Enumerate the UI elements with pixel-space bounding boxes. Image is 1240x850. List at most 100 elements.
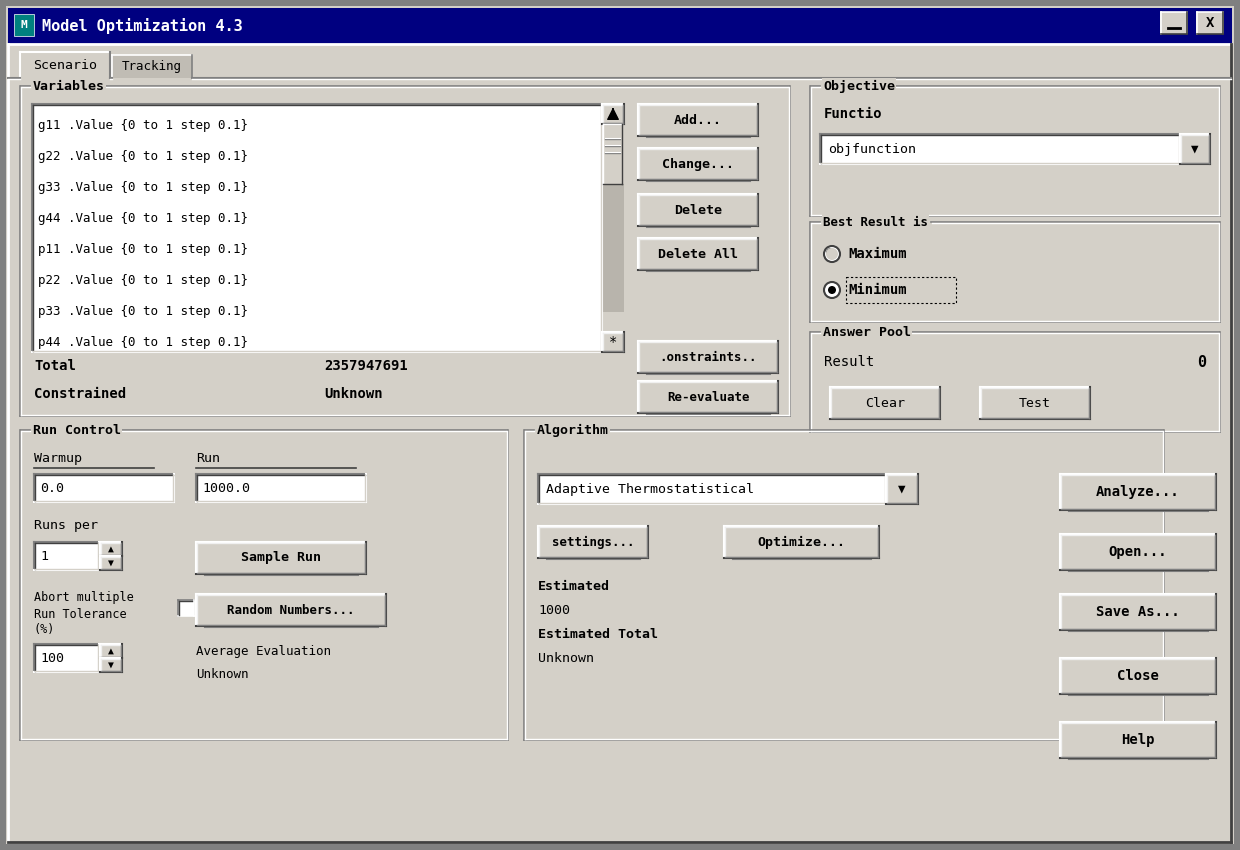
Text: Unknown: Unknown	[538, 651, 594, 665]
Bar	[100, 658, 122, 672]
Text: Run Tolerance: Run Tolerance	[33, 608, 126, 620]
Polygon shape	[608, 109, 619, 120]
Text: Total: Total	[33, 359, 76, 373]
Bar	[7, 8, 1233, 44]
Text: Adaptive Thermostatistical: Adaptive Thermostatistical	[546, 483, 754, 496]
Text: Scenario: Scenario	[33, 59, 97, 71]
Bar	[639, 148, 758, 180]
Bar	[33, 644, 99, 672]
Text: Warmup: Warmup	[33, 451, 82, 464]
Text: Variables: Variables	[33, 80, 105, 93]
Text: g11 .Value {0 to 1 step 0.1}: g11 .Value {0 to 1 step 0.1}	[38, 119, 248, 132]
Bar	[639, 194, 758, 226]
Text: ▼: ▼	[108, 558, 114, 568]
Bar	[601, 104, 624, 352]
Text: 100: 100	[40, 651, 64, 665]
Text: Open...: Open...	[1109, 545, 1167, 559]
Text: Re-evaluate: Re-evaluate	[667, 390, 749, 404]
Bar	[887, 474, 918, 504]
Bar	[724, 526, 879, 558]
Text: Maximum: Maximum	[848, 247, 906, 261]
Bar	[100, 644, 122, 658]
Bar	[1060, 722, 1216, 758]
Bar	[1180, 134, 1210, 164]
Text: Constrained: Constrained	[33, 387, 126, 401]
Bar	[601, 184, 624, 312]
Bar	[1197, 12, 1224, 34]
Text: settings...: settings...	[552, 536, 634, 548]
Bar	[196, 542, 366, 574]
Text: (%): (%)	[33, 624, 56, 637]
Bar	[601, 332, 624, 352]
Bar	[980, 387, 1090, 419]
Text: Clear: Clear	[866, 396, 905, 410]
Text: Unknown: Unknown	[196, 667, 248, 681]
Text: ▲: ▲	[108, 646, 114, 656]
Text: g22 .Value {0 to 1 step 0.1}: g22 .Value {0 to 1 step 0.1}	[38, 150, 248, 163]
Text: Help: Help	[1121, 733, 1154, 747]
Text: g44 .Value {0 to 1 step 0.1}: g44 .Value {0 to 1 step 0.1}	[38, 212, 248, 225]
Bar	[1060, 658, 1216, 694]
Text: Result: Result	[825, 355, 874, 369]
Bar	[538, 474, 887, 504]
Text: Change...: Change...	[662, 157, 734, 171]
Bar	[1159, 12, 1188, 34]
Text: 1000: 1000	[538, 604, 570, 616]
Bar	[179, 600, 193, 616]
Bar	[639, 341, 777, 373]
Bar	[33, 542, 99, 570]
Bar	[1060, 474, 1216, 510]
Bar	[196, 474, 366, 502]
Text: 2357947691: 2357947691	[324, 359, 408, 373]
Circle shape	[826, 248, 838, 260]
Bar	[603, 124, 622, 184]
Text: *: *	[609, 335, 618, 349]
Text: Estimated: Estimated	[538, 580, 610, 592]
Bar	[601, 104, 624, 124]
Text: ▲: ▲	[108, 544, 114, 554]
Text: p11 .Value {0 to 1 step 0.1}: p11 .Value {0 to 1 step 0.1}	[38, 243, 248, 256]
Text: Run: Run	[196, 451, 219, 464]
Bar	[1060, 594, 1216, 630]
Bar	[32, 104, 601, 352]
Text: Objective: Objective	[823, 79, 895, 93]
Text: Test: Test	[1019, 396, 1052, 410]
Circle shape	[825, 282, 839, 298]
Text: Answer Pool: Answer Pool	[823, 326, 911, 338]
Bar	[538, 526, 649, 558]
Text: .onstraints..: .onstraints..	[660, 350, 756, 364]
Text: ▼: ▼	[898, 483, 905, 496]
Text: Random Numbers...: Random Numbers...	[227, 604, 355, 616]
Bar	[100, 556, 122, 570]
Bar	[33, 474, 174, 502]
Text: Estimated Total: Estimated Total	[538, 627, 658, 641]
Bar	[20, 52, 110, 78]
Text: p22 .Value {0 to 1 step 0.1}: p22 .Value {0 to 1 step 0.1}	[38, 274, 248, 287]
Text: Save As...: Save As...	[1096, 605, 1180, 619]
Text: objfunction: objfunction	[828, 143, 916, 156]
Text: Unknown: Unknown	[324, 387, 383, 401]
Bar	[830, 387, 940, 419]
Text: Abort multiple: Abort multiple	[33, 592, 134, 604]
Text: p44 .Value {0 to 1 step 0.1}: p44 .Value {0 to 1 step 0.1}	[38, 336, 248, 349]
Text: 0.0: 0.0	[40, 481, 64, 495]
Text: Best Result is: Best Result is	[823, 216, 928, 229]
Text: Delete: Delete	[675, 203, 722, 217]
Bar	[112, 55, 192, 78]
Bar	[14, 14, 33, 36]
Bar	[100, 542, 122, 556]
Circle shape	[826, 248, 835, 256]
Text: Tracking: Tracking	[122, 60, 182, 72]
Text: Average Evaluation: Average Evaluation	[196, 645, 331, 659]
Circle shape	[828, 286, 836, 294]
Circle shape	[825, 246, 839, 262]
Text: Minimum: Minimum	[848, 283, 906, 297]
Text: 0: 0	[1197, 354, 1207, 370]
Text: Model Optimization 4.3: Model Optimization 4.3	[42, 18, 243, 34]
Bar	[846, 277, 956, 303]
Text: Close: Close	[1117, 669, 1159, 683]
Bar	[639, 238, 758, 270]
Text: 1: 1	[40, 549, 48, 563]
Text: p33 .Value {0 to 1 step 0.1}: p33 .Value {0 to 1 step 0.1}	[38, 305, 248, 318]
Bar	[820, 134, 1180, 164]
